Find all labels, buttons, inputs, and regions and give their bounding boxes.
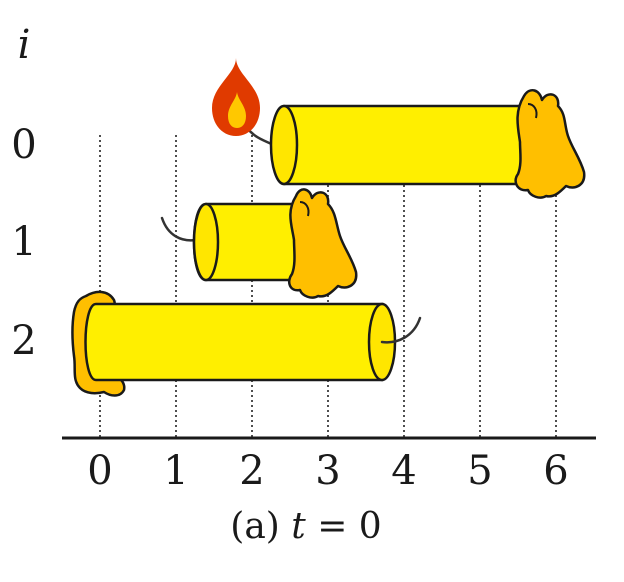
caption: (a) t = 0 bbox=[230, 506, 381, 547]
x-tick-label-0: 0 bbox=[87, 448, 112, 494]
candle-row-2 bbox=[71, 290, 422, 397]
candle-1-end bbox=[192, 202, 220, 282]
caption-equation: = 0 bbox=[306, 506, 382, 547]
x-tick-label-6: 6 bbox=[543, 448, 568, 494]
x-tick-labels: 0 1 2 3 4 5 6 bbox=[87, 448, 568, 494]
candle-2-wick bbox=[380, 316, 422, 344]
flame-icon bbox=[212, 58, 260, 136]
row-axis-label: i bbox=[18, 22, 31, 68]
caption-variable: t bbox=[291, 506, 306, 547]
candle-0-melted-wax bbox=[514, 88, 586, 199]
flame-inner bbox=[228, 92, 246, 128]
candle-0-body bbox=[270, 104, 530, 186]
candle-1-wax-crease bbox=[299, 201, 310, 217]
candle-0-wax-crease bbox=[527, 103, 538, 119]
x-tick-label-3: 3 bbox=[315, 448, 340, 494]
x-tick-label-4: 4 bbox=[391, 448, 416, 494]
candle-2-body bbox=[84, 302, 384, 382]
row-label-2: 2 bbox=[11, 318, 36, 364]
candle-1-melted-wax bbox=[288, 188, 358, 299]
candle-row-0 bbox=[244, 88, 586, 199]
row-label-1: 1 bbox=[11, 219, 36, 265]
candle-1-wick bbox=[160, 216, 198, 242]
x-tick-label-2: 2 bbox=[239, 448, 264, 494]
x-tick-label-5: 5 bbox=[467, 448, 492, 494]
row-label-0: 0 bbox=[11, 122, 36, 168]
x-tick-label-1: 1 bbox=[163, 448, 188, 494]
candle-row-1 bbox=[160, 188, 358, 299]
caption-prefix: (a) bbox=[230, 506, 291, 547]
candle-0-end bbox=[269, 104, 299, 186]
